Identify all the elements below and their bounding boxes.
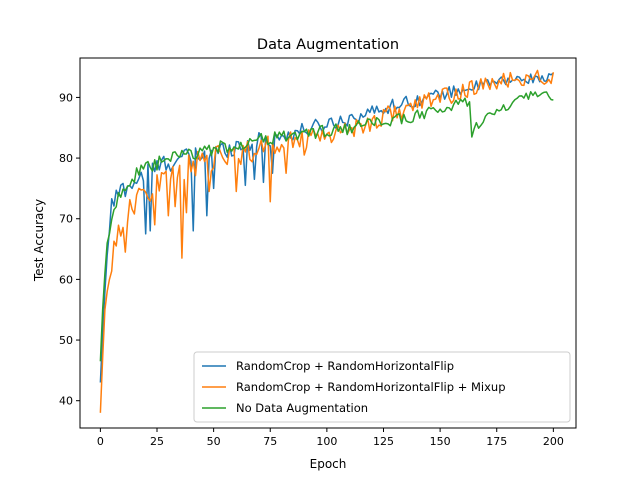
- x-tick-label: 25: [150, 435, 164, 448]
- y-tick-label: 80: [59, 152, 73, 165]
- y-tick-label: 50: [59, 334, 73, 347]
- x-tick-label: 50: [207, 435, 221, 448]
- x-tick-label: 200: [543, 435, 564, 448]
- y-tick-label: 90: [59, 91, 73, 104]
- x-tick-label: 0: [97, 435, 104, 448]
- y-tick-label: 60: [59, 273, 73, 286]
- plot-area: [99, 69, 555, 413]
- x-tick-label: 150: [430, 435, 451, 448]
- legend-box: [193, 351, 571, 423]
- x-tick-label: 175: [486, 435, 507, 448]
- legend-entry-3: No Data Augmentation: [236, 401, 368, 415]
- axes: 0 25 50 75 100 125 150 175 200 40 50 60 70 80 90: [59, 57, 577, 448]
- y-tick-label: 40: [59, 395, 73, 408]
- x-tick-label: 75: [263, 435, 277, 448]
- legend-entry-1: RandomCrop + RandomHorizontalFlip: [236, 359, 454, 373]
- x-tick-label: 125: [373, 435, 394, 448]
- x-axis-label: Epoch: [310, 457, 347, 471]
- y-axis-label: Test Accuracy: [32, 199, 46, 282]
- y-tick-label: 70: [59, 213, 73, 226]
- x-tick-label: 100: [316, 435, 337, 448]
- chart-title: Data Augmentation: [257, 37, 399, 53]
- legend-entry-2: RandomCrop + RandomHorizontalFlip + Mixu…: [236, 380, 506, 394]
- series-line-3: [99, 90, 554, 362]
- legend: RandomCrop + RandomHorizontalFlip RandomC…: [193, 351, 571, 423]
- axes-frame: [79, 57, 577, 429]
